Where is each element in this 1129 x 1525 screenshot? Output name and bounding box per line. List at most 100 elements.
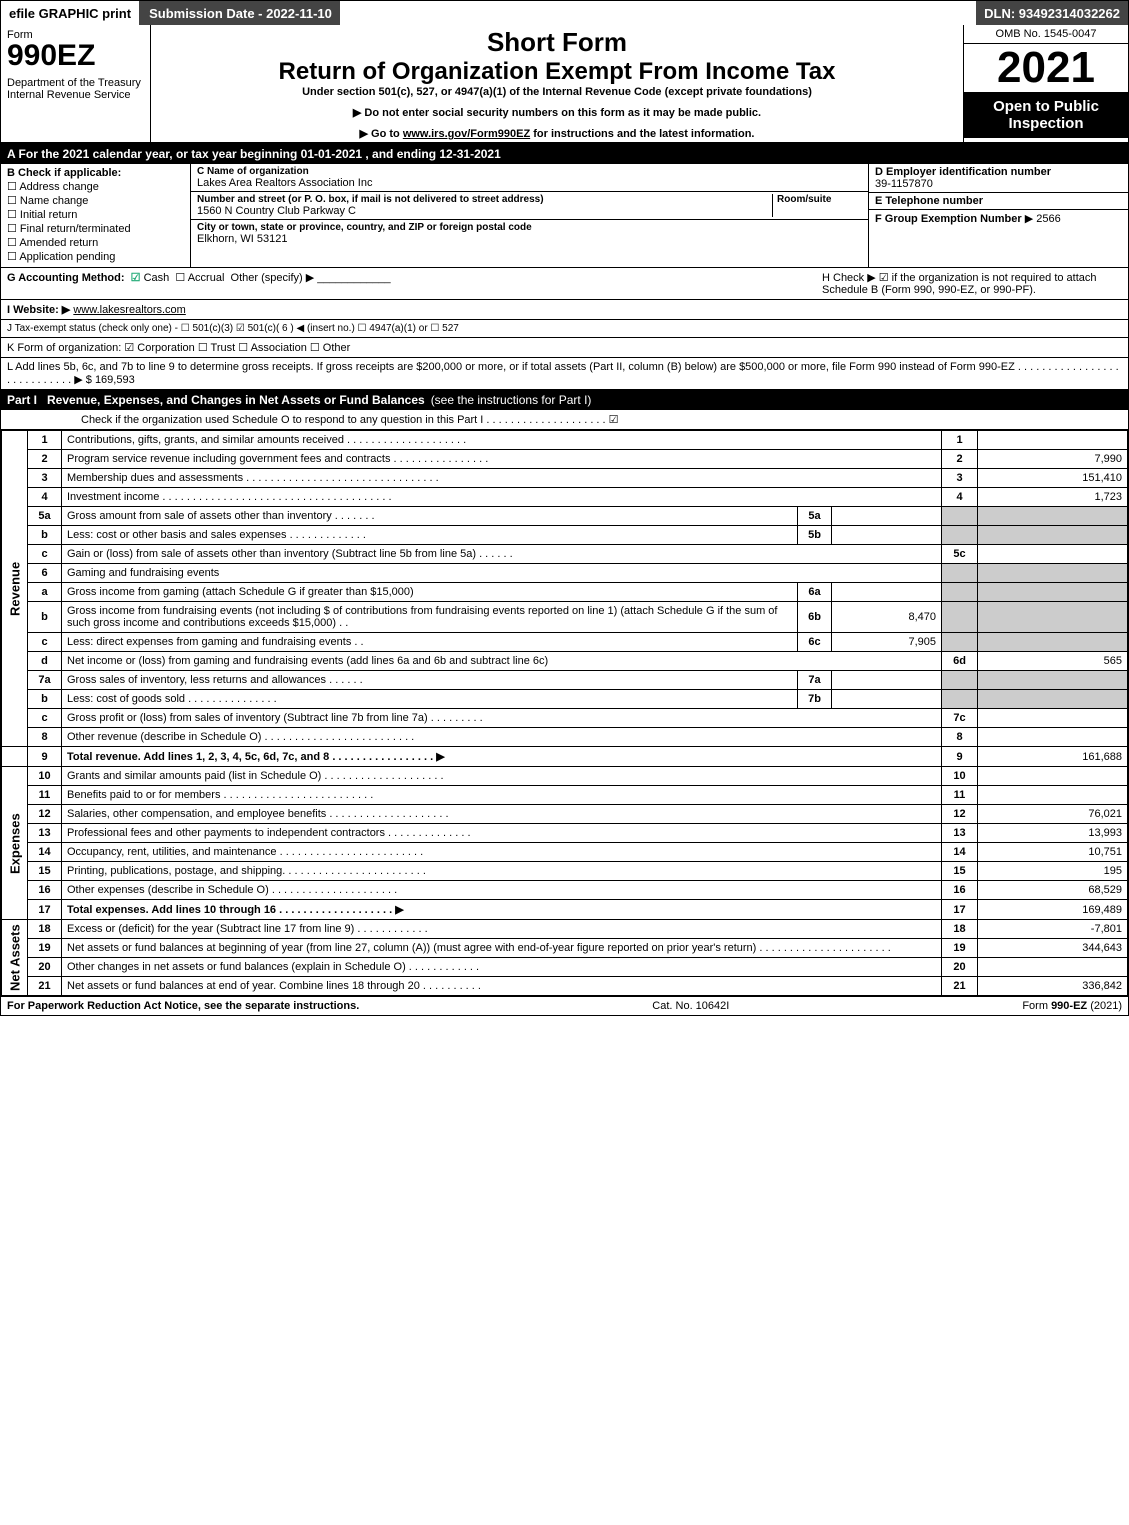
row-6c-midamt: 7,905 xyxy=(832,633,942,652)
row-7c-text: Gross profit or (loss) from sales of inv… xyxy=(62,709,942,728)
row-5b-mid: 5b xyxy=(798,526,832,545)
line-l-text: L Add lines 5b, 6c, and 7b to line 9 to … xyxy=(7,361,1119,386)
part-i-table: Revenue 1 Contributions, gifts, grants, … xyxy=(1,430,1128,996)
row-5b-num: b xyxy=(28,526,62,545)
cb-name-change[interactable]: ☐ Name change xyxy=(7,194,184,207)
row-6b: b Gross income from fundraising events (… xyxy=(2,602,1128,633)
line-h: H Check ▶ ☑ if the organization is not r… xyxy=(822,271,1122,296)
row-10-rn: 10 xyxy=(942,767,978,786)
row-4-rn: 4 xyxy=(942,488,978,507)
row-6d-amt: 565 xyxy=(978,652,1128,671)
entity-block: B Check if applicable: ☐ Address change … xyxy=(1,164,1128,268)
cb-amended-return[interactable]: ☐ Amended return xyxy=(7,236,184,249)
line-a-tax-year: A For the 2021 calendar year, or tax yea… xyxy=(1,144,1128,164)
row-16-text: Other expenses (describe in Schedule O) … xyxy=(62,881,942,900)
cb-application-pending[interactable]: ☐ Application pending xyxy=(7,250,184,263)
street-label: Number and street (or P. O. box, if mail… xyxy=(197,194,772,205)
row-15: 15 Printing, publications, postage, and … xyxy=(2,862,1128,881)
org-name-label: C Name of organization xyxy=(197,166,862,177)
line-l-value: 169,593 xyxy=(95,374,135,386)
line-k: K Form of organization: ☑ Corporation ☐ … xyxy=(1,338,1128,358)
row-6b-text: Gross income from fundraising events (no… xyxy=(62,602,798,633)
cb-application-pending-label: Application pending xyxy=(19,251,115,263)
form-header: Form 990EZ Department of the Treasury In… xyxy=(1,25,1128,144)
row-7b-midamt xyxy=(832,690,942,709)
ein-value: 39-1157870 xyxy=(875,178,1122,190)
website-value[interactable]: www.lakesrealtors.com xyxy=(73,304,185,316)
row-6c-amt-gray xyxy=(978,633,1128,652)
cb-final-return[interactable]: ☐ Final return/terminated xyxy=(7,222,184,235)
row-7a-mid: 7a xyxy=(798,671,832,690)
goto-post: for instructions and the latest informat… xyxy=(530,128,754,140)
page-footer: For Paperwork Reduction Act Notice, see … xyxy=(1,996,1128,1015)
accrual-label: Accrual xyxy=(188,272,225,284)
row-14-amt: 10,751 xyxy=(978,843,1128,862)
submission-date: Submission Date - 2022-11-10 xyxy=(141,1,342,25)
row-1-text: Contributions, gifts, grants, and simila… xyxy=(62,431,942,450)
row-7b-num: b xyxy=(28,690,62,709)
row-6a-midamt xyxy=(832,583,942,602)
row-7c-rn: 7c xyxy=(942,709,978,728)
goto-note: ▶ Go to www.irs.gov/Form990EZ for instru… xyxy=(161,127,953,140)
row-21: 21 Net assets or fund balances at end of… xyxy=(2,977,1128,996)
row-5a: 5a Gross amount from sale of assets othe… xyxy=(2,507,1128,526)
row-7b-amt-gray xyxy=(978,690,1128,709)
box-f: F Group Exemption Number ▶ 2566 xyxy=(869,210,1128,227)
row-11: 11 Benefits paid to or for members . . .… xyxy=(2,786,1128,805)
row-5c-rn: 5c xyxy=(942,545,978,564)
org-name-value: Lakes Area Realtors Association Inc xyxy=(197,177,862,189)
row-5b-text: Less: cost or other basis and sales expe… xyxy=(62,526,798,545)
cb-address-change-label: Address change xyxy=(19,181,99,193)
row-2-num: 2 xyxy=(28,450,62,469)
row-5a-amt-gray xyxy=(978,507,1128,526)
topbar: efile GRAPHIC print Submission Date - 20… xyxy=(1,1,1128,25)
row-6-num: 6 xyxy=(28,564,62,583)
org-name-row: C Name of organization Lakes Area Realto… xyxy=(191,164,868,192)
cb-address-change[interactable]: ☐ Address change xyxy=(7,180,184,193)
line-i: I Website: ▶ www.lakesrealtors.com xyxy=(1,300,1128,320)
row-7b-rn-gray xyxy=(942,690,978,709)
row-18-amt: -7,801 xyxy=(978,920,1128,939)
city-row: City or town, state or province, country… xyxy=(191,220,868,247)
row-13-text: Professional fees and other payments to … xyxy=(62,824,942,843)
row-6a-mid: 6a xyxy=(798,583,832,602)
row-5c-text: Gain or (loss) from sale of assets other… xyxy=(62,545,942,564)
row-12-amt: 76,021 xyxy=(978,805,1128,824)
header-mid: Short Form Return of Organization Exempt… xyxy=(151,25,963,142)
row-11-rn: 11 xyxy=(942,786,978,805)
row-4-text: Investment income . . . . . . . . . . . … xyxy=(62,488,942,507)
department-label: Department of the Treasury Internal Reve… xyxy=(7,77,144,101)
irs-link[interactable]: www.irs.gov/Form990EZ xyxy=(403,128,530,140)
row-17-rn: 17 xyxy=(942,900,978,920)
line-g: G Accounting Method: ☑ Cash ☐ Accrual Ot… xyxy=(7,271,822,296)
row-19-text: Net assets or fund balances at beginning… xyxy=(62,939,942,958)
row-1-amt xyxy=(978,431,1128,450)
line-j: J Tax-exempt status (check only one) - ☐… xyxy=(1,320,1128,338)
row-5a-mid: 5a xyxy=(798,507,832,526)
row-16-rn: 16 xyxy=(942,881,978,900)
row-6-text: Gaming and fundraising events xyxy=(62,564,942,583)
row-4-num: 4 xyxy=(28,488,62,507)
row-12: 12 Salaries, other compensation, and emp… xyxy=(2,805,1128,824)
row-13: 13 Professional fees and other payments … xyxy=(2,824,1128,843)
part-i-header: Part I Revenue, Expenses, and Changes in… xyxy=(1,390,1128,410)
row-5c: c Gain or (loss) from sale of assets oth… xyxy=(2,545,1128,564)
row-21-amt: 336,842 xyxy=(978,977,1128,996)
row-14-text: Occupancy, rent, utilities, and maintena… xyxy=(62,843,942,862)
part-i-title: Revenue, Expenses, and Changes in Net As… xyxy=(47,393,425,407)
cb-name-change-label: Name change xyxy=(20,195,89,207)
phone-label: E Telephone number xyxy=(875,195,1122,207)
row-6-rn-gray xyxy=(942,564,978,583)
city-value: Elkhorn, WI 53121 xyxy=(197,233,862,245)
row-5c-amt xyxy=(978,545,1128,564)
row-20-num: 20 xyxy=(28,958,62,977)
row-17-num: 17 xyxy=(28,900,62,920)
efile-print-label[interactable]: efile GRAPHIC print xyxy=(1,1,141,25)
cb-initial-return[interactable]: ☐ Initial return xyxy=(7,208,184,221)
row-15-amt: 195 xyxy=(978,862,1128,881)
row-2-amt: 7,990 xyxy=(978,450,1128,469)
ein-label: D Employer identification number xyxy=(875,166,1122,178)
row-7c-amt xyxy=(978,709,1128,728)
omb-number: OMB No. 1545-0047 xyxy=(964,25,1128,44)
part-i-note: (see the instructions for Part I) xyxy=(431,393,592,407)
